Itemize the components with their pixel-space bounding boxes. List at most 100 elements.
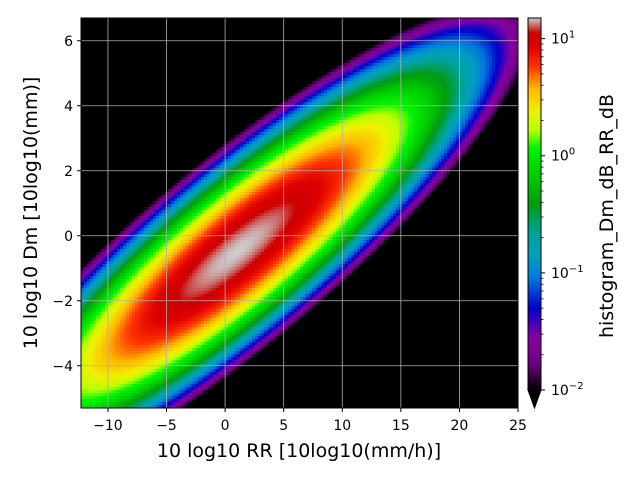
heatmap-cell [321, 126, 324, 129]
heatmap-cell [294, 162, 297, 165]
heatmap-cell [405, 213, 408, 216]
heatmap-cell [369, 162, 372, 165]
heatmap-cell [258, 117, 261, 120]
heatmap-cell [207, 192, 210, 195]
heatmap-cell [336, 81, 339, 84]
heatmap-cell [405, 108, 408, 111]
heatmap-cell [312, 165, 315, 168]
heatmap-cell [348, 174, 351, 177]
heatmap-cell [315, 147, 318, 150]
heatmap-cell [384, 186, 387, 189]
heatmap-cell [447, 72, 450, 75]
heatmap-cell [426, 93, 429, 96]
heatmap-cell [489, 27, 492, 30]
heatmap-cell [303, 105, 306, 108]
heatmap-cell [432, 42, 435, 45]
heatmap-cell [354, 150, 357, 153]
heatmap-cell [336, 174, 339, 177]
heatmap-cell [336, 126, 339, 129]
heatmap-cell [243, 189, 246, 192]
heatmap-cell [471, 129, 474, 132]
heatmap-cell [210, 165, 213, 168]
heatmap-cell [471, 114, 474, 117]
heatmap-cell [471, 96, 474, 99]
heatmap-cell [459, 135, 462, 138]
heatmap-cell [414, 42, 417, 45]
heatmap-cell [390, 129, 393, 132]
heatmap-cell [393, 75, 396, 78]
heatmap-cell [402, 120, 405, 123]
heatmap-cell [195, 168, 198, 171]
heatmap-cell [429, 57, 432, 60]
heatmap-cell [474, 57, 477, 60]
heatmap-cell [387, 72, 390, 75]
heatmap-cell [516, 54, 518, 57]
heatmap-cell [459, 72, 462, 75]
heatmap-cell [432, 27, 435, 30]
heatmap-cell [477, 36, 480, 39]
heatmap-cell [423, 171, 426, 174]
heatmap-cell [447, 51, 450, 54]
heatmap-cell [489, 90, 492, 93]
heatmap-cell [270, 192, 273, 195]
heatmap-cell [420, 198, 423, 201]
heatmap-cell [468, 48, 471, 51]
heatmap-cell [255, 132, 258, 135]
heatmap-cell [288, 198, 291, 201]
heatmap-cell [363, 120, 366, 123]
heatmap-cell [417, 150, 420, 153]
heatmap-cell [306, 192, 309, 195]
heatmap-cell [351, 141, 354, 144]
heatmap-cell [435, 165, 438, 168]
heatmap-cell [291, 114, 294, 117]
heatmap-cell [366, 180, 369, 183]
heatmap-cell [225, 153, 228, 156]
heatmap-cell [390, 123, 393, 126]
heatmap-cell [204, 159, 207, 162]
heatmap-cell [360, 216, 363, 219]
heatmap-cell [345, 177, 348, 180]
heatmap-cell [441, 144, 444, 147]
heatmap-cell [174, 219, 177, 222]
heatmap-cell [279, 207, 282, 210]
heatmap-cell [381, 93, 384, 96]
heatmap-cell [243, 186, 246, 189]
heatmap-cell [231, 153, 234, 156]
heatmap-cell [405, 78, 408, 81]
heatmap-cell [216, 207, 219, 210]
heatmap-cell [459, 117, 462, 120]
heatmap-cell [327, 195, 330, 198]
heatmap-cell [375, 66, 378, 69]
heatmap-cell [222, 174, 225, 177]
heatmap-cell [237, 159, 240, 162]
heatmap-cell [411, 57, 414, 60]
heatmap-cell [204, 180, 207, 183]
heatmap-cell [426, 87, 429, 90]
heatmap-cell [480, 27, 483, 30]
heatmap-cell [279, 210, 282, 213]
heatmap-cell [288, 150, 291, 153]
heatmap-cell [513, 48, 516, 51]
heatmap-cell [387, 60, 390, 63]
heatmap-cell [171, 213, 174, 216]
heatmap-cell [249, 198, 252, 201]
heatmap-cell [504, 96, 507, 99]
heatmap-cell [252, 180, 255, 183]
heatmap-cell [240, 180, 243, 183]
heatmap-cell [324, 180, 327, 183]
heatmap-cell [477, 135, 480, 138]
heatmap-cell [342, 186, 345, 189]
heatmap-cell [336, 90, 339, 93]
heatmap-cell [342, 75, 345, 78]
heatmap-cell [393, 195, 396, 198]
heatmap-cell [474, 18, 477, 21]
heatmap-cell [366, 117, 369, 120]
heatmap-cell [177, 192, 180, 195]
heatmap-cell [339, 105, 342, 108]
heatmap-cell [156, 210, 159, 213]
heatmap-cell [147, 216, 150, 219]
heatmap-cell [189, 171, 192, 174]
heatmap-cell [261, 186, 264, 189]
heatmap-cell [420, 24, 423, 27]
heatmap-cell [204, 216, 207, 219]
